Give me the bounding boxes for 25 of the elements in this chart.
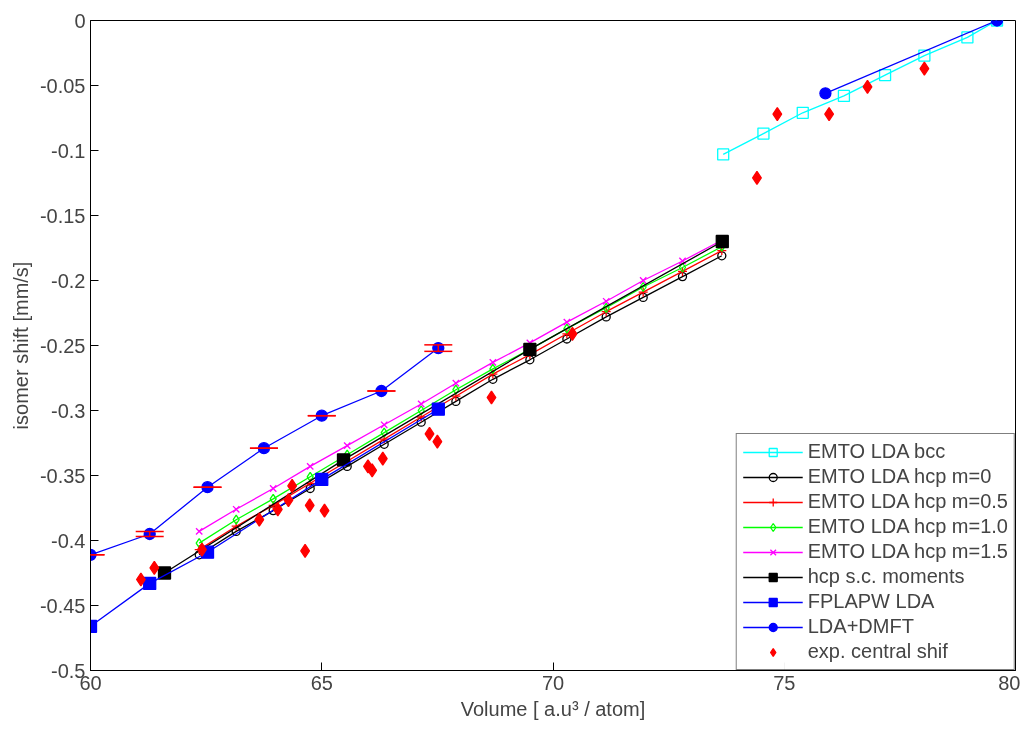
y-tick-label: -0.25 <box>39 334 86 357</box>
y-tick-label: -0.05 <box>39 74 86 97</box>
legend-label: EMTO LDA bcc <box>807 440 946 463</box>
y-tick-label: 0 <box>74 9 86 32</box>
y-tick-label: -0.35 <box>39 464 86 487</box>
y-tick-label: -0.15 <box>39 204 86 227</box>
legend-label: hcp s.c. moments <box>807 565 965 588</box>
y-tick-label: -0.1 <box>51 139 86 162</box>
y-tick-label: -0.3 <box>51 399 86 422</box>
y-axis-title: isomer shift [mm/s] <box>9 261 32 430</box>
legend-label: exp. central shif <box>807 640 948 663</box>
x-tick-label: 75 <box>773 671 796 694</box>
legend-label: EMTO LDA hcp m=0.5 <box>807 490 1008 513</box>
y-tick-label: -0.45 <box>39 594 86 617</box>
legend-label: EMTO LDA hcp m=0 <box>807 465 992 488</box>
x-tick-label: 70 <box>541 671 565 694</box>
legend-label: LDA+DMFT <box>807 615 914 638</box>
x-tick-label: 80 <box>998 671 1021 694</box>
legend-label: FPLAPW LDA <box>807 590 935 613</box>
y-tick-label: -0.4 <box>51 529 86 552</box>
y-tick-label: -0.2 <box>51 269 86 292</box>
legend-label: EMTO LDA hcp m=1.5 <box>807 540 1008 563</box>
legend-label: EMTO LDA hcp m=1.0 <box>807 515 1008 538</box>
x-tick-label: 65 <box>310 671 333 694</box>
x-axis-title: Volume [ a.u³ / atom] <box>460 697 646 720</box>
